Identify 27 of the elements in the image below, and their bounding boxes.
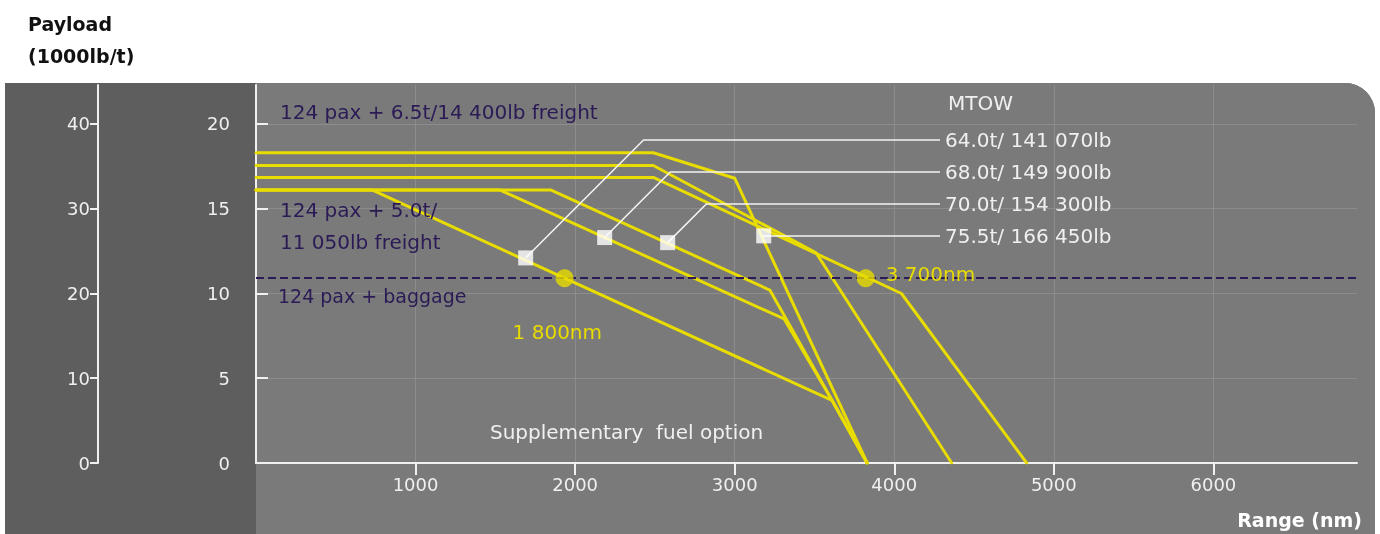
y-tick-label: 5 xyxy=(218,367,230,389)
x-axis-title: Range (nm) xyxy=(1237,508,1362,531)
x-tick-label: 1000 xyxy=(392,473,439,495)
y-tick-label: 0 xyxy=(218,452,230,474)
annotation: 68.0t/ 149 900lb xyxy=(945,160,1112,184)
ref-line-label: 124 pax + baggage xyxy=(278,284,467,307)
x-tick-label: 2000 xyxy=(552,473,599,495)
y-tick-label: 15 xyxy=(207,198,230,220)
annotation: Supplementary fuel option xyxy=(490,420,764,444)
annotation: 70.0t/ 154 300lb xyxy=(945,192,1112,216)
y2-axis-title: Payload (1000lb/t) xyxy=(28,13,135,67)
x-tick-label: 3000 xyxy=(711,473,758,495)
y-tick-label: 20 xyxy=(207,113,230,135)
x-tick-label: 5000 xyxy=(1030,473,1077,495)
y2-tick-label: 40 xyxy=(67,113,90,135)
annotation: MTOW xyxy=(948,91,1014,115)
annotation: 124 pax + 6.5t/14 400lb freight xyxy=(280,100,598,124)
y2-tick-label: 0 xyxy=(78,452,90,474)
annotation: 64.0t/ 141 070lb xyxy=(945,128,1112,152)
x-tick-label: 6000 xyxy=(1190,473,1237,495)
y-tick-label: 10 xyxy=(207,282,230,304)
annotation: 75.5t/ 166 450lb xyxy=(945,224,1112,248)
annotation: 1 800nm xyxy=(512,320,603,345)
x-tick-label: 4000 xyxy=(871,473,918,495)
y2-tick-label: 20 xyxy=(67,282,90,304)
y2-tick-label: 30 xyxy=(67,198,90,220)
y2-tick-label: 10 xyxy=(67,367,90,389)
